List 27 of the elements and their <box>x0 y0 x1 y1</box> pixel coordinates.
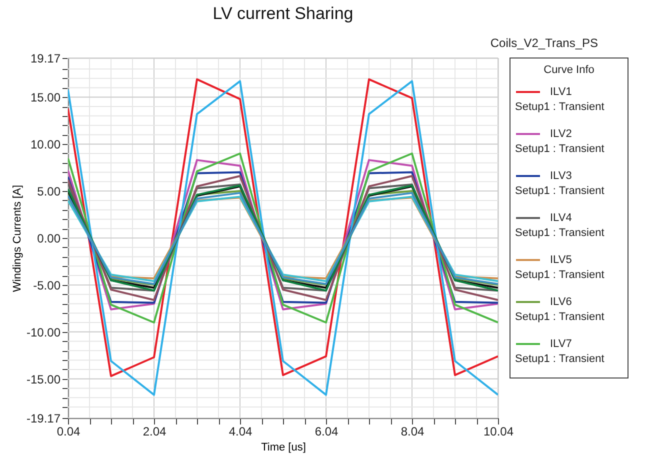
text: Coils_V2_Trans_PS <box>490 36 598 50</box>
x-tick-label: 4.04 <box>228 424 252 438</box>
y-tick-label: 19.17 <box>30 52 61 66</box>
y-tick-label: 10.00 <box>30 138 61 152</box>
y-tick-label: -5.00 <box>33 278 61 292</box>
y-axis-title: Windings Currents [A] <box>11 185 24 292</box>
x-tick-label: 6.04 <box>314 424 338 438</box>
y-tick-label: -15.00 <box>26 372 61 386</box>
x-tick-label: 8.04 <box>400 424 424 438</box>
legend-label: ILV4 Setup1 : Transient <box>515 212 604 239</box>
y-tick-label: 5.00 <box>37 184 61 199</box>
legend-title: Curve Info <box>544 64 594 76</box>
legend-label: ILV1 Setup1 : Transient <box>515 86 604 113</box>
legend-label: ILV5 Setup1 : Transient <box>515 254 604 281</box>
y-tick-label: -10.00 <box>26 325 61 340</box>
y-tick-label: 0.00 <box>37 232 61 246</box>
chart-title: LV current Sharing <box>212 4 354 23</box>
x-tick-label: 10.04 <box>483 424 514 438</box>
y-tick-label: -19.17 <box>26 412 61 426</box>
x-axis-title: Time [us] <box>261 442 306 454</box>
legend-label: ILV6 Setup1 : Transient <box>515 296 604 323</box>
legend-label: ILV3 Setup1 : Transient <box>515 170 604 197</box>
y-tick-label: 15.00 <box>30 90 61 105</box>
x-tick-label: 0.04 <box>56 424 80 438</box>
x-tick-label: 2.04 <box>142 424 166 438</box>
legend-label: ILV2 Setup1 : Transient <box>515 128 604 155</box>
legend-label: ILV7 Setup1 : Transient <box>515 338 604 365</box>
